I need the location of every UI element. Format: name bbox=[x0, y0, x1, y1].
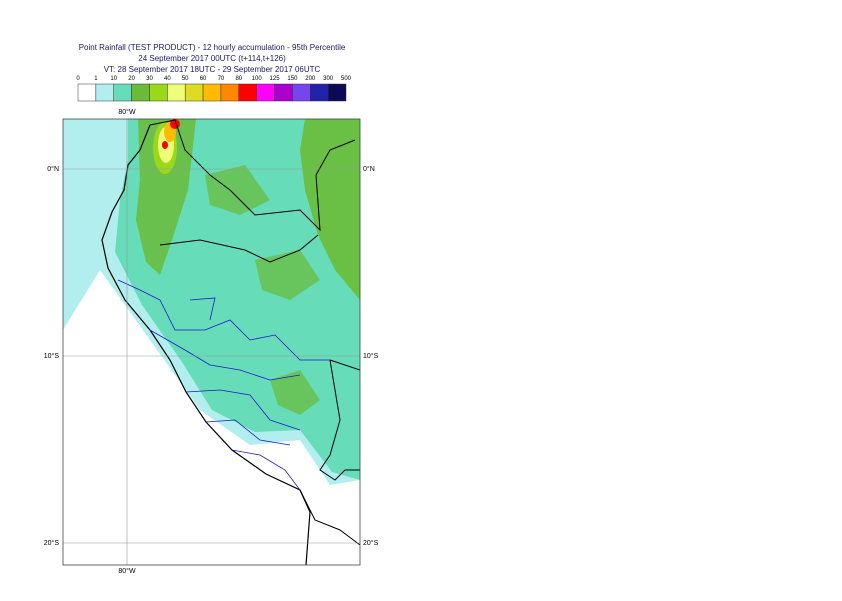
lat-label: 0°N bbox=[47, 165, 59, 173]
legend-swatch bbox=[131, 83, 150, 102]
legend-swatch bbox=[77, 83, 97, 102]
legend-label: 50 bbox=[182, 76, 189, 82]
legend-label: 60 bbox=[200, 76, 207, 82]
legend-swatch bbox=[95, 83, 114, 102]
legend-label: 40 bbox=[164, 76, 171, 82]
legend-swatch bbox=[274, 83, 293, 102]
legend-swatch bbox=[327, 83, 347, 102]
legend-label: 0 bbox=[76, 76, 80, 82]
legend-label: 500 bbox=[341, 76, 352, 82]
title-line: VT: 28 September 2017 18UTC - 29 Septemb… bbox=[104, 65, 321, 74]
legend-swatch bbox=[184, 83, 204, 102]
legend-label: 80 bbox=[235, 76, 242, 82]
legend-label: 1 bbox=[94, 76, 98, 82]
lat-label: 0°N bbox=[363, 165, 375, 173]
legend-label: 150 bbox=[287, 76, 298, 82]
legend-label: 20 bbox=[128, 76, 135, 82]
legend-swatch bbox=[220, 83, 240, 102]
legend-swatch bbox=[292, 83, 311, 102]
lat-label: 20°S bbox=[44, 539, 60, 547]
lon-label: 80°W bbox=[118, 108, 136, 116]
lat-label: 10°S bbox=[44, 352, 60, 360]
title-line: Point Rainfall (TEST PRODUCT) - 12 hourl… bbox=[79, 43, 346, 52]
legend-swatch bbox=[167, 83, 186, 102]
lat-label: 10°S bbox=[363, 352, 379, 360]
legend-label: 30 bbox=[146, 76, 153, 82]
legend-swatch bbox=[149, 83, 168, 102]
legend-swatch bbox=[310, 83, 329, 102]
lon-label: 80°W bbox=[118, 567, 136, 575]
legend-swatch bbox=[113, 83, 132, 102]
legend-swatch bbox=[238, 83, 257, 102]
lat-label: 20°S bbox=[363, 539, 379, 547]
legend-swatch bbox=[256, 83, 275, 102]
legend-label: 10 bbox=[110, 76, 117, 82]
legend-swatch bbox=[202, 83, 222, 102]
legend-label: 200 bbox=[305, 76, 316, 82]
legend-label: 125 bbox=[270, 76, 281, 82]
legend: 0 1 10 20 30 40 50 60 70 80 100 125 150 200 300 500 bbox=[76, 76, 352, 102]
legend-label: 70 bbox=[218, 76, 225, 82]
legend-label: 100 bbox=[252, 76, 263, 82]
map bbox=[63, 119, 360, 565]
title-line: 24 September 2017 00UTC (t+114,t+126) bbox=[138, 54, 286, 63]
legend-label: 300 bbox=[323, 76, 334, 82]
